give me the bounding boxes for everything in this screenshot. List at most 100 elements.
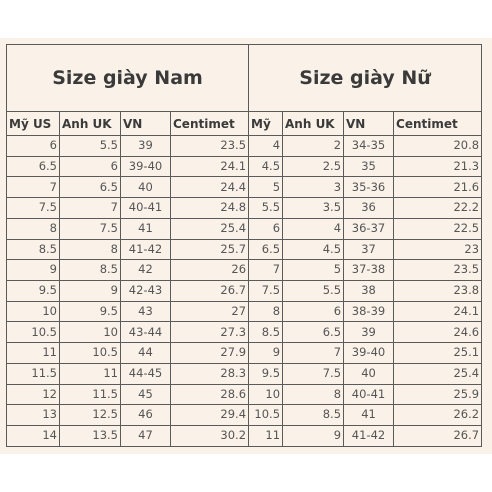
women-size-cell: 5 [248, 176, 284, 199]
men-size-cell: 43-44 [120, 321, 171, 344]
men-size-cell: 13.5 [59, 425, 121, 447]
shoe-size-table: Size giày Nam Size giày Nữ Mỹ US Anh UK … [5, 44, 483, 447]
men-size-cell: 9 [6, 259, 60, 282]
table-row: 7 6.5 40 24.4 5 3 35-36 21.6 [6, 176, 483, 199]
men-header-cm: Centimet [169, 111, 250, 136]
men-size-cell: 24.8 [169, 197, 250, 219]
men-size-cell: 9 [59, 280, 121, 302]
men-size-cell: 27 [169, 300, 250, 323]
women-size-cell: 4.5 [248, 155, 284, 178]
women-size-cell: 38 [343, 280, 395, 302]
men-size-cell: 25.7 [169, 238, 250, 261]
men-size-cell: 47 [120, 425, 171, 447]
women-size-cell: 6.5 [282, 321, 345, 344]
men-size-cell: 24.4 [169, 176, 250, 199]
women-size-cell: 11 [248, 425, 284, 447]
women-header-cm: Centimet [393, 111, 483, 136]
men-size-cell: 28.6 [169, 383, 250, 406]
table-row: 9.5 9 42-43 26.7 7.5 5.5 38 23.8 [6, 280, 483, 302]
men-size-cell: 14 [6, 425, 60, 447]
women-size-cell: 4 [248, 135, 284, 157]
women-size-cell: 6.5 [248, 238, 284, 261]
women-size-cell: 40 [343, 362, 395, 385]
men-size-cell: 27.9 [169, 342, 250, 364]
table-row: 11.5 11 44-45 28.3 9.5 7.5 40 25.4 [6, 362, 483, 385]
men-size-cell: 24.1 [169, 155, 250, 178]
men-size-cell: 39 [120, 135, 171, 157]
women-size-cell: 38-39 [343, 300, 395, 323]
women-header-us: Mỹ [248, 111, 284, 136]
men-size-cell: 39-40 [120, 155, 171, 178]
men-size-cell: 9.5 [6, 280, 60, 302]
table-row: 6 5.5 39 23.5 4 2 34-35 20.8 [6, 135, 483, 157]
men-size-cell: 5.5 [59, 135, 121, 157]
women-size-cell: 20.8 [393, 135, 483, 157]
women-size-cell: 26.2 [393, 404, 483, 427]
women-header-vn: VN [343, 111, 395, 136]
men-size-cell: 41-42 [120, 238, 171, 261]
men-header-us: Mỹ US [6, 111, 60, 136]
men-size-cell: 45 [120, 383, 171, 406]
women-size-cell: 25.9 [393, 383, 483, 406]
women-size-cell: 5.5 [282, 280, 345, 302]
women-size-cell: 22.5 [393, 217, 483, 240]
table-row: 8.5 8 41-42 25.7 6.5 4.5 37 23 [6, 238, 483, 261]
table-row: 13 12.5 46 29.4 10.5 8.5 41 26.2 [6, 404, 483, 427]
men-header-uk: Anh UK [59, 111, 121, 136]
women-size-cell: 35-36 [343, 176, 395, 199]
women-size-cell: 4 [282, 217, 345, 240]
women-size-cell: 5.5 [248, 197, 284, 219]
men-size-cell: 11.5 [59, 383, 121, 406]
men-size-cell: 9.5 [59, 300, 121, 323]
men-size-cell: 11 [59, 362, 121, 385]
women-size-cell: 8 [282, 383, 345, 406]
women-size-cell: 34-35 [343, 135, 395, 157]
women-size-cell: 2 [282, 135, 345, 157]
women-size-cell: 40-41 [343, 383, 395, 406]
women-size-cell: 7.5 [282, 362, 345, 385]
men-size-cell: 8 [59, 238, 121, 261]
women-size-cell: 8 [248, 300, 284, 323]
women-size-cell: 4.5 [282, 238, 345, 261]
women-header-uk: Anh UK [282, 111, 345, 136]
women-size-cell: 10.5 [248, 404, 284, 427]
women-size-cell: 22.2 [393, 197, 483, 219]
men-size-cell: 7 [6, 176, 60, 199]
table-row: 14 13.5 47 30.2 11 9 41-42 26.7 [6, 425, 483, 447]
women-size-cell: 8.5 [248, 321, 284, 344]
table-row: 7.5 7 40-41 24.8 5.5 3.5 36 22.2 [6, 197, 483, 219]
women-size-cell: 5 [282, 259, 345, 282]
women-size-cell: 6 [248, 217, 284, 240]
men-size-cell: 12 [6, 383, 60, 406]
women-size-cell: 23.8 [393, 280, 483, 302]
men-size-cell: 44-45 [120, 362, 171, 385]
women-size-cell: 25.4 [393, 362, 483, 385]
table-row: 11 10.5 44 27.9 9 7 39-40 25.1 [6, 342, 483, 364]
women-size-cell: 41 [343, 404, 395, 427]
table-row: 9 8.5 42 26 7 5 37-38 23.5 [6, 259, 483, 282]
men-size-cell: 6.5 [6, 155, 60, 178]
men-size-cell: 7.5 [6, 197, 60, 219]
women-size-cell: 36-37 [343, 217, 395, 240]
table-row: 6.5 6 39-40 24.1 4.5 2.5 35 21.3 [6, 155, 483, 178]
women-size-cell: 21.6 [393, 176, 483, 199]
men-header-vn: VN [120, 111, 171, 136]
men-size-cell: 42 [120, 259, 171, 282]
men-size-cell: 6.5 [59, 176, 121, 199]
women-size-cell: 35 [343, 155, 395, 178]
men-size-cell: 7 [59, 197, 121, 219]
men-size-cell: 30.2 [169, 425, 250, 447]
women-size-cell: 24.1 [393, 300, 483, 323]
men-size-cell: 10 [6, 300, 60, 323]
women-size-cell: 9 [248, 342, 284, 364]
men-size-cell: 12.5 [59, 404, 121, 427]
women-size-cell: 8.5 [282, 404, 345, 427]
men-size-cell: 42-43 [120, 280, 171, 302]
women-size-cell: 6 [282, 300, 345, 323]
women-size-title: Size giày Nữ [248, 44, 483, 112]
men-size-cell: 28.3 [169, 362, 250, 385]
women-size-cell: 3.5 [282, 197, 345, 219]
men-size-title: Size giày Nam [5, 44, 250, 112]
women-size-cell: 23.5 [393, 259, 483, 282]
men-size-cell: 43 [120, 300, 171, 323]
